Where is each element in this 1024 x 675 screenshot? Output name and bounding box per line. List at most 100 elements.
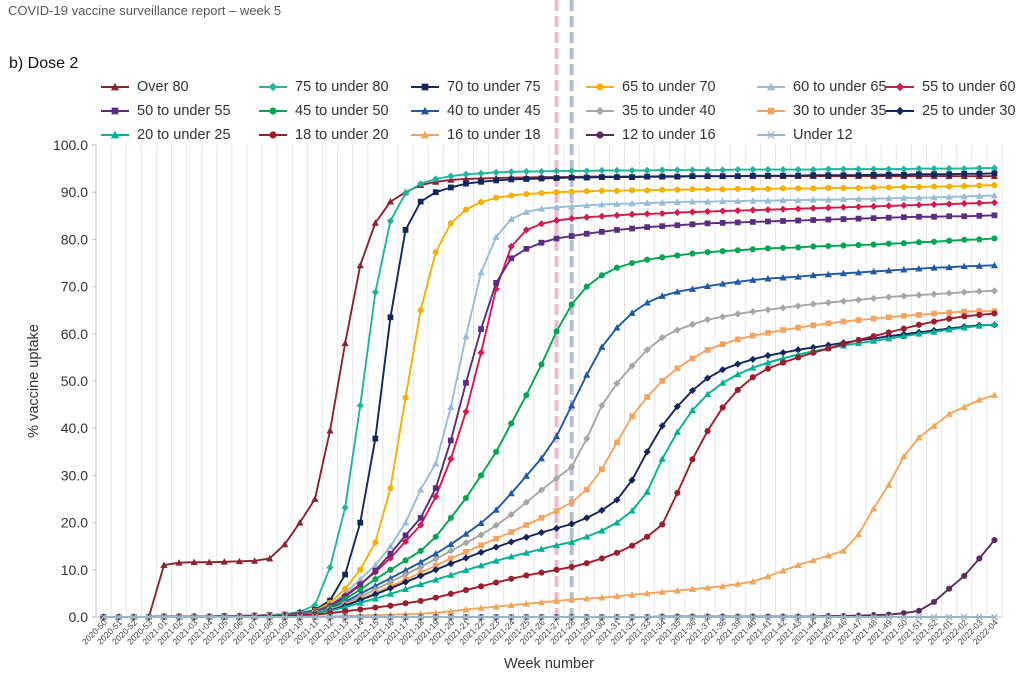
data-point: [493, 448, 500, 455]
data-point: [688, 285, 697, 292]
legend-swatch: [259, 82, 287, 92]
data-point: [613, 264, 621, 271]
data-point: [930, 200, 938, 209]
data-point: [795, 185, 802, 192]
data-point: [643, 613, 651, 621]
data-point: [824, 270, 832, 278]
data-point: [492, 613, 500, 621]
data-point: [659, 521, 666, 528]
data-point: [764, 245, 772, 252]
data-point: [281, 613, 289, 621]
data-point: [568, 233, 575, 239]
data-point: [402, 532, 409, 539]
data-point: [643, 299, 651, 306]
legend-label: 65 to under 70: [622, 79, 716, 95]
y-tick-label: 50.0: [61, 373, 88, 389]
data-point: [809, 343, 817, 352]
data-point: [703, 198, 712, 205]
data-point: [946, 237, 953, 244]
data-point: [704, 220, 711, 227]
data-point: [402, 557, 409, 564]
data-point: [946, 315, 953, 322]
data-point: [447, 172, 455, 180]
data-point: [960, 192, 968, 200]
data-point: [976, 212, 983, 219]
data-point: [734, 207, 742, 215]
data-point: [810, 172, 817, 179]
data-point: [613, 200, 621, 207]
data-point: [734, 185, 741, 192]
data-point: [975, 262, 983, 269]
data-point: [236, 613, 243, 621]
data-point: [765, 218, 771, 225]
data-point: [115, 613, 123, 621]
data-point: [703, 166, 712, 174]
data-point: [583, 188, 590, 195]
data-point: [885, 240, 892, 247]
data-point: [644, 533, 651, 540]
data-point: [900, 171, 907, 178]
data-point: [961, 313, 968, 320]
data-point: [492, 521, 500, 530]
data-point: [779, 567, 787, 574]
data-point: [463, 548, 469, 555]
data-point: [779, 196, 787, 204]
data-point: [235, 557, 244, 565]
data-point: [447, 514, 454, 521]
data-point: [734, 580, 742, 587]
data-point: [568, 202, 576, 210]
data-point: [508, 575, 515, 582]
y-tick-label: 30.0: [61, 467, 88, 483]
data-point: [357, 582, 364, 588]
data-point: [644, 224, 651, 231]
legend-item: 35 to under 40: [585, 102, 716, 120]
data-point: [432, 609, 440, 616]
data-point: [417, 563, 425, 571]
data-point: [658, 422, 666, 430]
data-point: [688, 406, 697, 414]
data-point: [673, 586, 681, 594]
data-point: [749, 374, 756, 381]
data-point: [432, 485, 439, 492]
data-point: [749, 276, 757, 283]
data-point: [825, 345, 832, 352]
data-point: [900, 312, 907, 319]
data-point: [658, 292, 666, 299]
data-point: [916, 213, 922, 220]
data-point: [900, 165, 908, 173]
data-point: [749, 172, 756, 179]
data-point: [839, 195, 848, 203]
data-point: [734, 360, 742, 368]
data-point: [764, 358, 772, 366]
legend-item: 70 to under 75: [410, 78, 541, 96]
data-point: [643, 346, 651, 354]
data-point: [462, 539, 470, 547]
legend-label: 60 to under 65: [793, 79, 887, 95]
data-point: [703, 374, 712, 382]
data-point: [598, 466, 605, 473]
data-point: [462, 170, 470, 178]
data-point: [537, 220, 546, 228]
data-point: [598, 613, 606, 621]
data-point: [629, 225, 635, 232]
data-point: [976, 236, 983, 243]
data-point: [719, 197, 727, 205]
data-point: [552, 474, 561, 482]
data-point: [568, 301, 575, 308]
data-point: [991, 537, 998, 544]
data-point: [930, 318, 938, 325]
data-point: [613, 324, 621, 331]
data-point: [614, 174, 620, 180]
data-point: [356, 575, 364, 583]
data-point: [508, 176, 515, 183]
data-point: [552, 216, 561, 225]
data-point: [824, 299, 832, 307]
data-point: [915, 265, 923, 272]
data-point: [659, 173, 666, 180]
data-point: [432, 576, 440, 583]
data-point: [870, 195, 878, 202]
legend-swatch: [101, 107, 129, 115]
data-point: [885, 329, 892, 336]
y-axis-title: % vaccine uptake: [26, 324, 42, 438]
data-point: [719, 341, 726, 348]
